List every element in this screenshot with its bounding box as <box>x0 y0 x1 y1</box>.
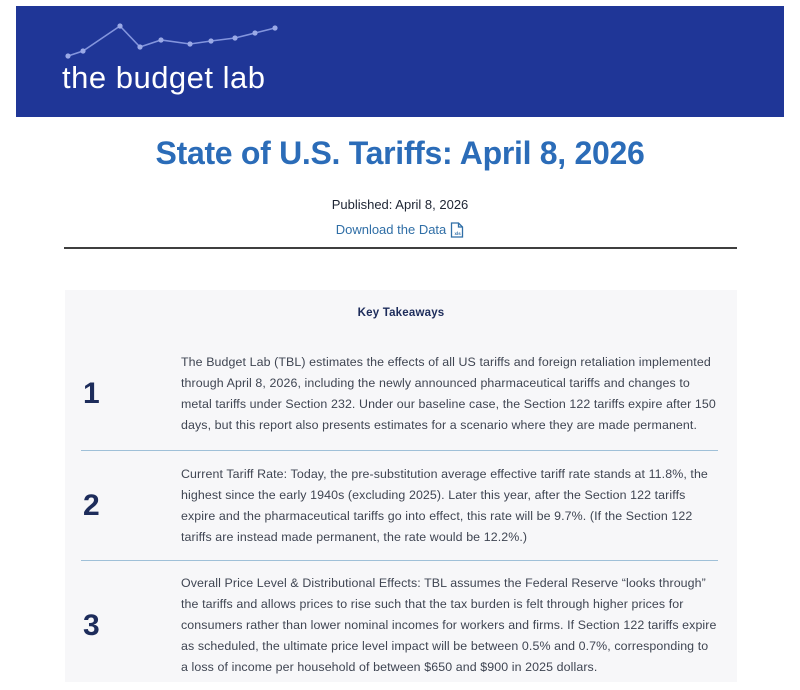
takeaway-item-1: 1 The Budget Lab (TBL) estimates the eff… <box>81 351 718 451</box>
takeaway-text: The Budget Lab (TBL) estimates the effec… <box>181 355 716 432</box>
page-title: State of U.S. Tariffs: April 8, 2026 <box>155 135 645 171</box>
takeaway-text: Current Tariff Rate: Today, the pre-subs… <box>181 467 708 544</box>
header-banner: the budget lab <box>16 6 784 117</box>
takeaway-text: Overall Price Level & Distributional Eff… <box>181 576 717 674</box>
key-takeaways-panel: Key Takeaways 1 The Budget Lab (TBL) est… <box>65 290 737 682</box>
key-takeaways-heading: Key Takeaways <box>357 307 445 319</box>
download-row: Download the Data xls <box>0 221 800 239</box>
takeaway-number: 3 <box>83 608 100 642</box>
takeaway-item-2: 2 Current Tariff Rate: Today, the pre-su… <box>81 451 718 561</box>
logo-wordmark: the budget lab <box>62 60 266 95</box>
published-date: Published: April 8, 2026 <box>331 197 469 212</box>
download-data-link[interactable]: Download the Data xls <box>335 221 465 238</box>
xls-file-icon: xls <box>451 221 464 238</box>
budget-lab-logo[interactable]: the budget lab <box>60 16 300 111</box>
download-data-label: Download the Data <box>335 222 447 237</box>
takeaway-number: 2 <box>83 489 100 522</box>
takeaway-number: 1 <box>83 377 100 410</box>
takeaway-item-3: 3 Overall Price Level & Distributional E… <box>81 561 718 690</box>
sparkline-line-chart-icon <box>65 23 278 59</box>
svg-text:xls: xls <box>455 231 462 236</box>
section-divider-rule <box>64 247 737 249</box>
